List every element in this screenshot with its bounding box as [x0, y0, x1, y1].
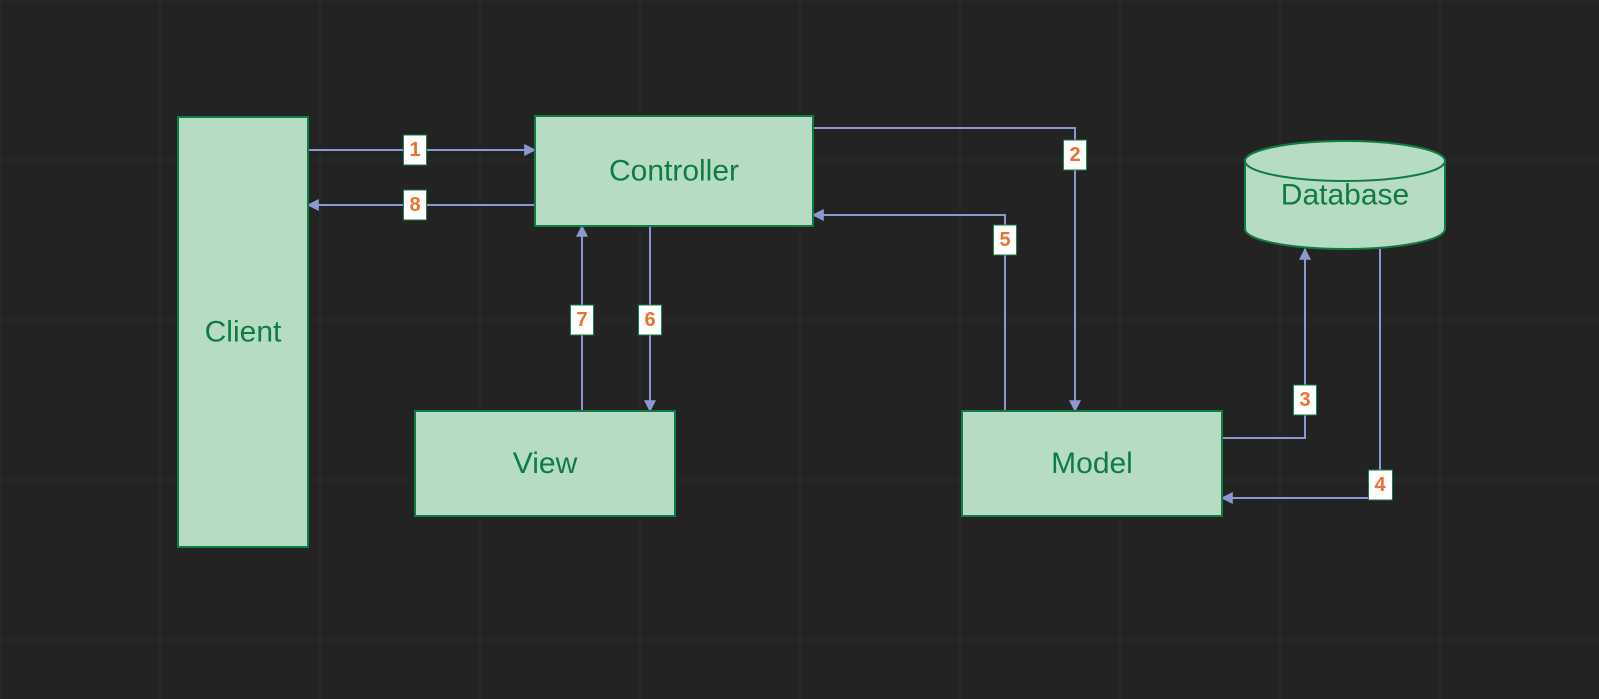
- node-controller: Controller: [535, 116, 813, 226]
- node-controller-label: Controller: [609, 155, 739, 188]
- node-view-label: View: [513, 447, 578, 480]
- edge-label-7-text: 7: [576, 309, 587, 331]
- edge-label-5-text: 5: [999, 229, 1010, 251]
- edge-label-1-text: 1: [409, 139, 420, 161]
- edge-label-8-text: 8: [409, 194, 420, 216]
- edge-label-6: 6: [638, 305, 661, 335]
- node-model-label: Model: [1051, 447, 1133, 480]
- edge-label-6-text: 6: [644, 309, 655, 331]
- edge-label-4: 4: [1368, 470, 1392, 500]
- node-client: Client: [178, 117, 308, 547]
- edge-label-3: 3: [1293, 385, 1316, 415]
- edge-label-8: 8: [403, 190, 426, 220]
- node-model: Model: [962, 411, 1222, 516]
- node-client-label: Client: [205, 316, 282, 349]
- edge-label-5: 5: [993, 225, 1016, 255]
- edge-label-1: 1: [403, 135, 426, 165]
- edge-label-4-text: 4: [1374, 474, 1386, 496]
- node-database-cap: [1245, 141, 1445, 181]
- edge-label-3-text: 3: [1299, 389, 1310, 411]
- node-database-label: Database: [1281, 179, 1409, 212]
- edge-label-7: 7: [570, 305, 593, 335]
- edge-label-2: 2: [1063, 140, 1086, 170]
- node-view: View: [415, 411, 675, 516]
- node-database: Database: [1245, 141, 1445, 249]
- edge-label-2-text: 2: [1069, 144, 1080, 166]
